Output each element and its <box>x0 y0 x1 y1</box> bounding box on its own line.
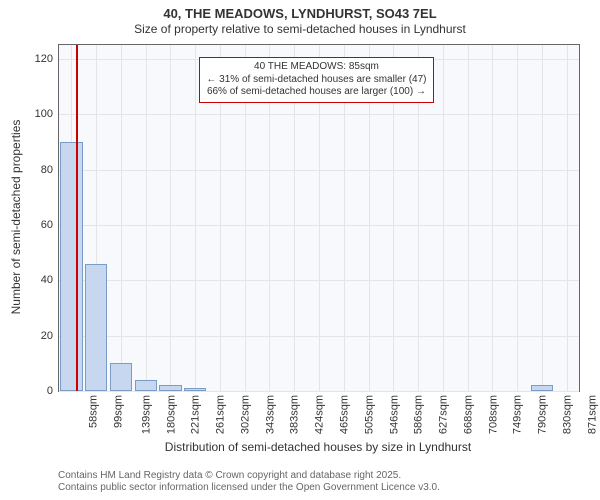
bar <box>159 385 181 391</box>
y-axis-label: Number of semi-detached properties <box>9 120 23 315</box>
ytick-label: 120 <box>35 53 59 65</box>
gridline-v <box>492 45 493 391</box>
bar <box>85 264 107 391</box>
chart-title-line2: Size of property relative to semi-detach… <box>0 22 600 36</box>
xtick-label: 708sqm <box>487 395 499 434</box>
chart-title-line1: 40, THE MEADOWS, LYNDHURST, SO43 7EL <box>0 0 600 22</box>
bar <box>184 388 206 391</box>
gridline-h <box>59 391 579 392</box>
annotation-box: 40 THE MEADOWS: 85sqm ← 31% of semi-deta… <box>199 57 433 103</box>
xtick-label: 424sqm <box>314 395 326 434</box>
x-axis-label: Distribution of semi-detached houses by … <box>165 440 471 454</box>
gridline-v <box>468 45 469 391</box>
bar <box>110 363 132 391</box>
xtick-label: 139sqm <box>140 395 152 434</box>
ytick-label: 60 <box>41 219 59 231</box>
xtick-label: 871sqm <box>586 395 598 434</box>
xtick-label: 99sqm <box>113 395 125 428</box>
xtick-label: 790sqm <box>537 395 549 434</box>
ytick-label: 80 <box>41 164 59 176</box>
gridline-v <box>146 45 147 391</box>
xtick-label: 546sqm <box>388 395 400 434</box>
footer-line2: Contains public sector information licen… <box>58 482 440 494</box>
xtick-label: 586sqm <box>413 395 425 434</box>
chart-container: 40, THE MEADOWS, LYNDHURST, SO43 7EL Siz… <box>0 0 600 500</box>
annotation-line3: 66% of semi-detached houses are larger (… <box>206 86 426 99</box>
reference-line <box>76 45 78 391</box>
xtick-label: 465sqm <box>339 395 351 434</box>
gridline-v <box>517 45 518 391</box>
gridline-v <box>170 45 171 391</box>
bar <box>60 142 82 391</box>
gridline-v <box>567 45 568 391</box>
xtick-label: 627sqm <box>438 395 450 434</box>
annotation-line1: 40 THE MEADOWS: 85sqm <box>206 61 426 74</box>
xtick-label: 302sqm <box>240 395 252 434</box>
gridline-v <box>443 45 444 391</box>
xtick-label: 383sqm <box>289 395 301 434</box>
xtick-label: 830sqm <box>561 395 573 434</box>
xtick-label: 261sqm <box>215 395 227 434</box>
gridline-v <box>121 45 122 391</box>
ytick-label: 40 <box>41 274 59 286</box>
bar <box>135 380 157 391</box>
xtick-label: 180sqm <box>165 395 177 434</box>
ytick-label: 100 <box>35 108 59 120</box>
ytick-label: 0 <box>47 385 59 397</box>
ytick-label: 20 <box>41 330 59 342</box>
xtick-label: 221sqm <box>190 395 202 434</box>
chart-plot-area: 40 THE MEADOWS: 85sqm ← 31% of semi-deta… <box>58 44 580 392</box>
bar <box>531 385 553 391</box>
xtick-label: 505sqm <box>363 395 375 434</box>
xtick-label: 668sqm <box>462 395 474 434</box>
xtick-label: 749sqm <box>512 395 524 434</box>
footer-attribution: Contains HM Land Registry data © Crown c… <box>58 470 440 494</box>
gridline-v <box>195 45 196 391</box>
footer-line1: Contains HM Land Registry data © Crown c… <box>58 470 440 482</box>
xtick-label: 343sqm <box>264 395 276 434</box>
xtick-label: 58sqm <box>88 395 100 428</box>
annotation-line2: ← 31% of semi-detached houses are smalle… <box>206 74 426 87</box>
gridline-v <box>542 45 543 391</box>
